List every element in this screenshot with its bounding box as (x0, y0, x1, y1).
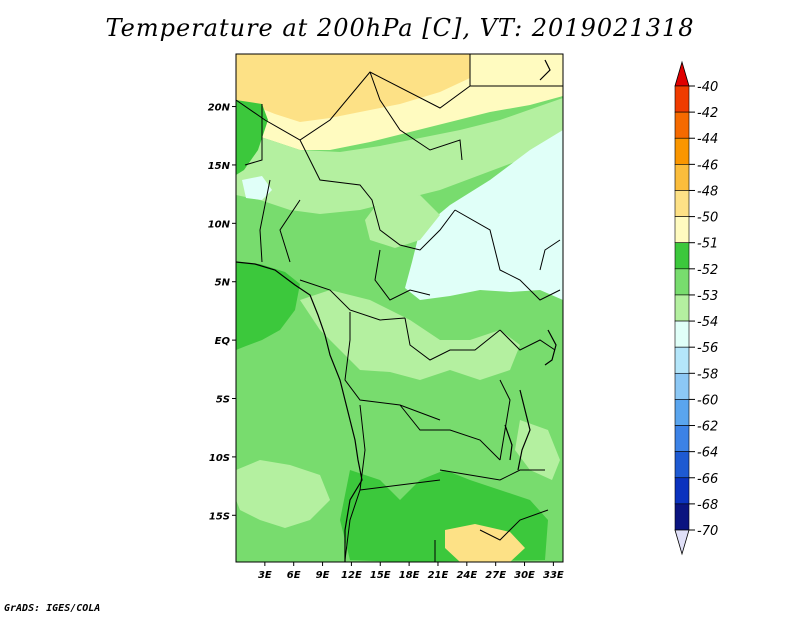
lon-tick-label: 18E (399, 570, 420, 581)
lat-tick-label: 10S (209, 453, 230, 464)
colorbar-label: -58 (697, 367, 718, 382)
chart-title: Temperature at 200hPa [C], VT: 201902131… (105, 14, 695, 42)
lon-tick-label: 21E (428, 570, 449, 581)
colorbar-segment (674, 346, 690, 374)
lon-tick-label: 33E (543, 570, 564, 581)
colorbar-segment (674, 242, 690, 270)
colorbar-segment (674, 216, 690, 244)
lat-ticks: 20N 15N 10N 5N EQ 5S 10S 15S (208, 103, 236, 522)
colorbar-label: -64 (697, 446, 718, 461)
colorbar-segment (674, 85, 690, 113)
colorbar-label: -60 (697, 393, 718, 408)
colorbar-label: -46 (697, 158, 718, 173)
colorbar-label: -54 (697, 315, 718, 330)
colorbar-label: -56 (697, 341, 718, 356)
colorbar-segment (674, 111, 690, 139)
field-light-north (236, 98, 563, 214)
coastlines (236, 59, 557, 562)
colorbar-segment (674, 294, 690, 322)
lon-ticks: 3E 6E 9E 12E 15E 18E 21E 24E 27E 30E 33E (258, 562, 564, 581)
lat-tick-label: 5N (215, 278, 231, 289)
colorbar-label: -51 (697, 237, 718, 252)
colorbar-label: -62 (697, 420, 718, 435)
colorbar-top-arrow (674, 60, 690, 87)
colorbar-label: -50 (697, 211, 718, 226)
field-light-north2 (365, 195, 440, 248)
lon-tick-label: 12E (341, 570, 362, 581)
map-area (236, 54, 563, 562)
lon-tick-label: 15E (370, 570, 391, 581)
lat-tick-label: 5S (216, 395, 230, 406)
colorbar-segment (674, 372, 690, 400)
lat-tick-label: 10N (208, 219, 231, 230)
lat-tick-label: 15N (208, 161, 231, 172)
colorbar-segment (674, 399, 690, 426)
colorbar-label: -44 (697, 132, 718, 147)
country-borders (236, 54, 563, 562)
colorbar-segment (674, 477, 690, 505)
field-light-east (515, 420, 560, 480)
lon-tick-label: 24E (456, 570, 477, 581)
colorbar-label: -40 (697, 80, 718, 95)
colorbar-label: -66 (697, 472, 718, 487)
field-cyan-west (242, 176, 272, 200)
colorbar-bottom-arrow (674, 529, 690, 556)
lat-tick-label: EQ (215, 336, 231, 347)
lon-tick-label: 27E (485, 570, 506, 581)
colorbar-label: -48 (697, 184, 718, 199)
colorbar-segment (674, 503, 690, 531)
lon-tick-label: 6E (287, 570, 301, 581)
map-frame (235, 53, 564, 563)
colorbar-label: -53 (697, 289, 718, 304)
lat-tick-label: 20N (208, 103, 231, 114)
colorbar-segment (674, 425, 690, 452)
lon-tick-label: 9E (316, 570, 330, 581)
footer-credit: GrADS: IGES/COLA (4, 603, 101, 614)
lon-tick-label: 30E (514, 570, 535, 581)
colorbar: -40 -42 -44 -46 -48 -50 -51 -52 -53 -54 -56 -58 -60 -… (674, 60, 718, 556)
colorbar-segment (674, 137, 690, 165)
field-dark-gulf (236, 262, 300, 350)
colorbar-segment (674, 320, 690, 348)
field-light-southwest (236, 460, 330, 528)
lon-tick-label: 3E (258, 570, 272, 581)
lat-tick-label: 15S (209, 511, 230, 522)
colorbar-label: -42 (697, 106, 718, 121)
colorbar-label: -70 (697, 524, 718, 539)
field-south-yellow (445, 524, 525, 562)
colorbar-segment (674, 190, 690, 217)
colorbar-label: -52 (697, 263, 718, 278)
colorbar-segment (674, 451, 690, 479)
colorbar-segment (674, 268, 690, 296)
field-dark-west (236, 100, 268, 175)
field-north-yellow (236, 54, 470, 122)
colorbar-segment (674, 164, 690, 191)
colorbar-label: -68 (697, 498, 718, 513)
field-light-central (300, 290, 520, 380)
field-cyan (405, 130, 563, 300)
